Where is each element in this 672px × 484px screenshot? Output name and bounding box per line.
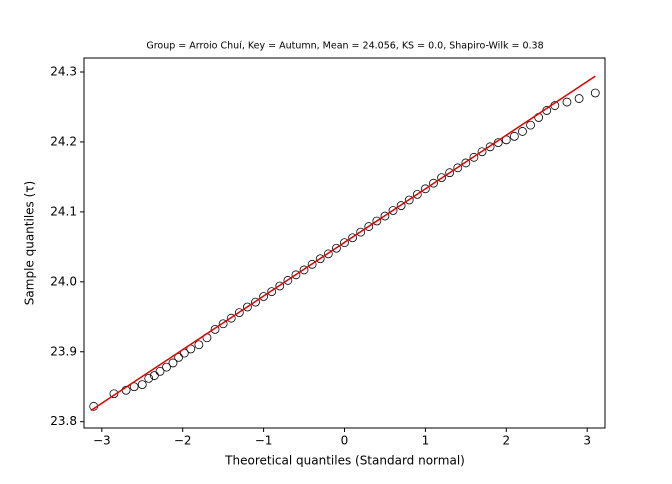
data-point [194, 340, 204, 350]
x-tick-label: −3 [93, 434, 111, 448]
data-point [509, 131, 519, 141]
data-point [421, 184, 430, 194]
x-tick-label: 0 [341, 434, 349, 448]
data-point [372, 216, 382, 226]
data-point [323, 249, 333, 259]
data-point [340, 238, 349, 248]
data-point [226, 313, 236, 323]
data-point [251, 297, 260, 307]
y-tick-label: 24.0 [50, 274, 77, 288]
data-point [429, 178, 438, 188]
data-point [144, 373, 154, 383]
data-point [437, 173, 446, 183]
data-point [267, 287, 277, 297]
data-point [234, 308, 244, 317]
x-tick-label: 2 [502, 434, 510, 448]
data-point [412, 189, 422, 199]
data-point [283, 276, 293, 285]
data-point [485, 142, 495, 152]
x-tick-label: 1 [422, 434, 430, 448]
data-point [129, 382, 139, 392]
data-point [518, 127, 527, 136]
data-point [526, 120, 535, 130]
data-point [590, 88, 600, 98]
data-point [162, 362, 171, 372]
x-tick-label: 3 [583, 434, 591, 448]
data-point [174, 352, 184, 362]
data-point [356, 227, 366, 237]
data-point [445, 168, 455, 178]
data-point [348, 233, 357, 243]
x-tick-label: −2 [174, 434, 192, 448]
data-point [155, 366, 165, 376]
data-point [469, 152, 479, 162]
data-point [396, 201, 406, 210]
data-point [275, 281, 285, 291]
data-point [291, 270, 301, 280]
data-point [332, 243, 341, 253]
data-point [149, 371, 159, 380]
data-point [307, 259, 317, 269]
data-point [461, 158, 471, 168]
data-point [574, 94, 584, 103]
fit-line [90, 75, 596, 412]
data-point [477, 147, 487, 157]
y-axis-label: Sample quantiles (τ) [23, 181, 37, 305]
data-point [534, 113, 544, 122]
y-tick-label: 23.9 [50, 344, 77, 358]
data-point [562, 97, 572, 107]
y-tick-label: 23.8 [50, 414, 77, 428]
data-point [364, 222, 374, 231]
data-point [380, 211, 390, 221]
plot-frame [83, 57, 606, 429]
y-tick-label: 24.3 [50, 64, 77, 78]
x-axis-label: Theoretical quantiles (Standard normal) [224, 454, 465, 468]
data-point [243, 302, 252, 312]
y-tick-label: 24.1 [50, 204, 77, 218]
data-point [109, 389, 119, 399]
data-point [315, 254, 325, 264]
data-point [168, 358, 178, 368]
data-point [388, 206, 398, 215]
data-point [453, 163, 463, 173]
x-tick-label: −1 [255, 434, 273, 448]
y-tick-label: 24.2 [50, 134, 77, 148]
data-point [137, 380, 147, 390]
data-point [404, 195, 414, 205]
data-point [210, 324, 220, 334]
data-point [218, 319, 228, 329]
data-point [299, 265, 309, 275]
data-point [259, 292, 268, 301]
chart-title: Group = Arroio Chuí, Key = Autumn, Mean … [146, 41, 543, 52]
